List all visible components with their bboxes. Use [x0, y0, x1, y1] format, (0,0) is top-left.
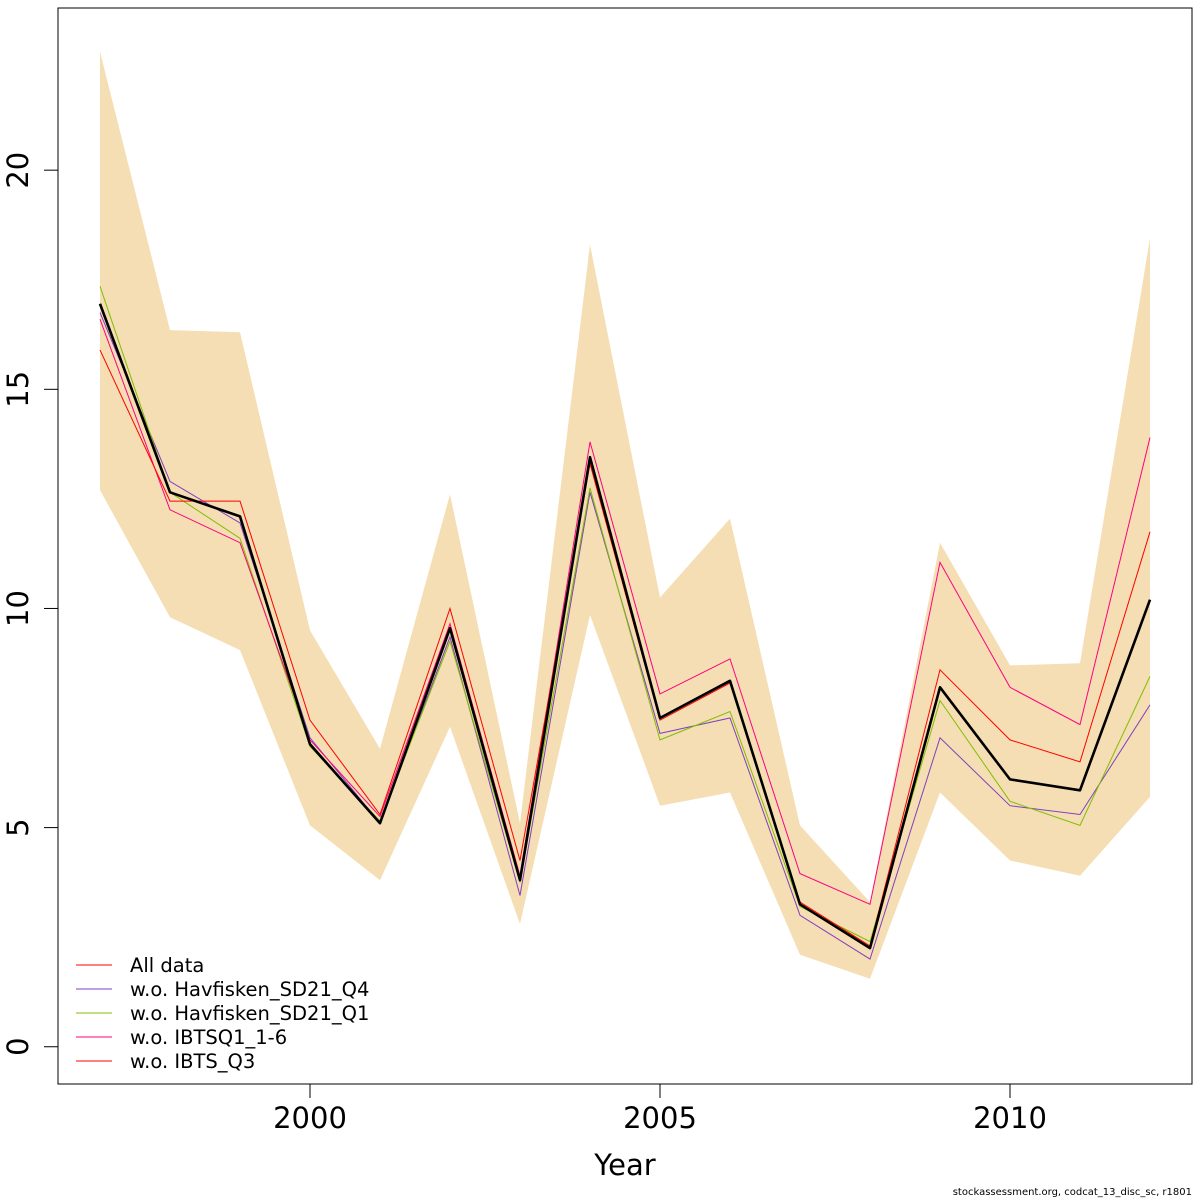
legend-label: w.o. IBTS_Q3 — [130, 1050, 255, 1073]
legend-label: All data — [130, 954, 204, 977]
x-tick-label: 2000 — [273, 1101, 347, 1135]
legend-label: w.o. IBTSQ1_1-6 — [130, 1026, 287, 1049]
x-tick-label: 2010 — [973, 1101, 1047, 1135]
y-tick-label: 10 — [1, 590, 35, 627]
x-tick-label: 2005 — [623, 1101, 697, 1135]
confidence-band — [100, 51, 1150, 979]
y-tick-label: 20 — [1, 152, 35, 189]
series-line-3 — [99, 319, 1151, 906]
legend-label: w.o. Havfisken_SD21_Q4 — [130, 978, 369, 1001]
x-axis-title: Year — [593, 1148, 655, 1182]
legend-label: w.o. Havfisken_SD21_Q1 — [130, 1002, 369, 1025]
y-tick-label: 15 — [1, 371, 35, 408]
credit-text: stockassessment.org, codcat_13_disc_sc, … — [952, 1187, 1192, 1198]
main-line-layer — [98, 303, 1152, 950]
y-tick-label: 0 — [1, 1037, 35, 1055]
x-axis: 2000 2005 2010 — [273, 1083, 1047, 1135]
main-line — [98, 303, 1152, 950]
y-tick-label: 5 — [1, 818, 35, 836]
confidence-band-layer — [100, 51, 1150, 979]
y-axis: 0 5 10 15 20 — [1, 152, 59, 1056]
